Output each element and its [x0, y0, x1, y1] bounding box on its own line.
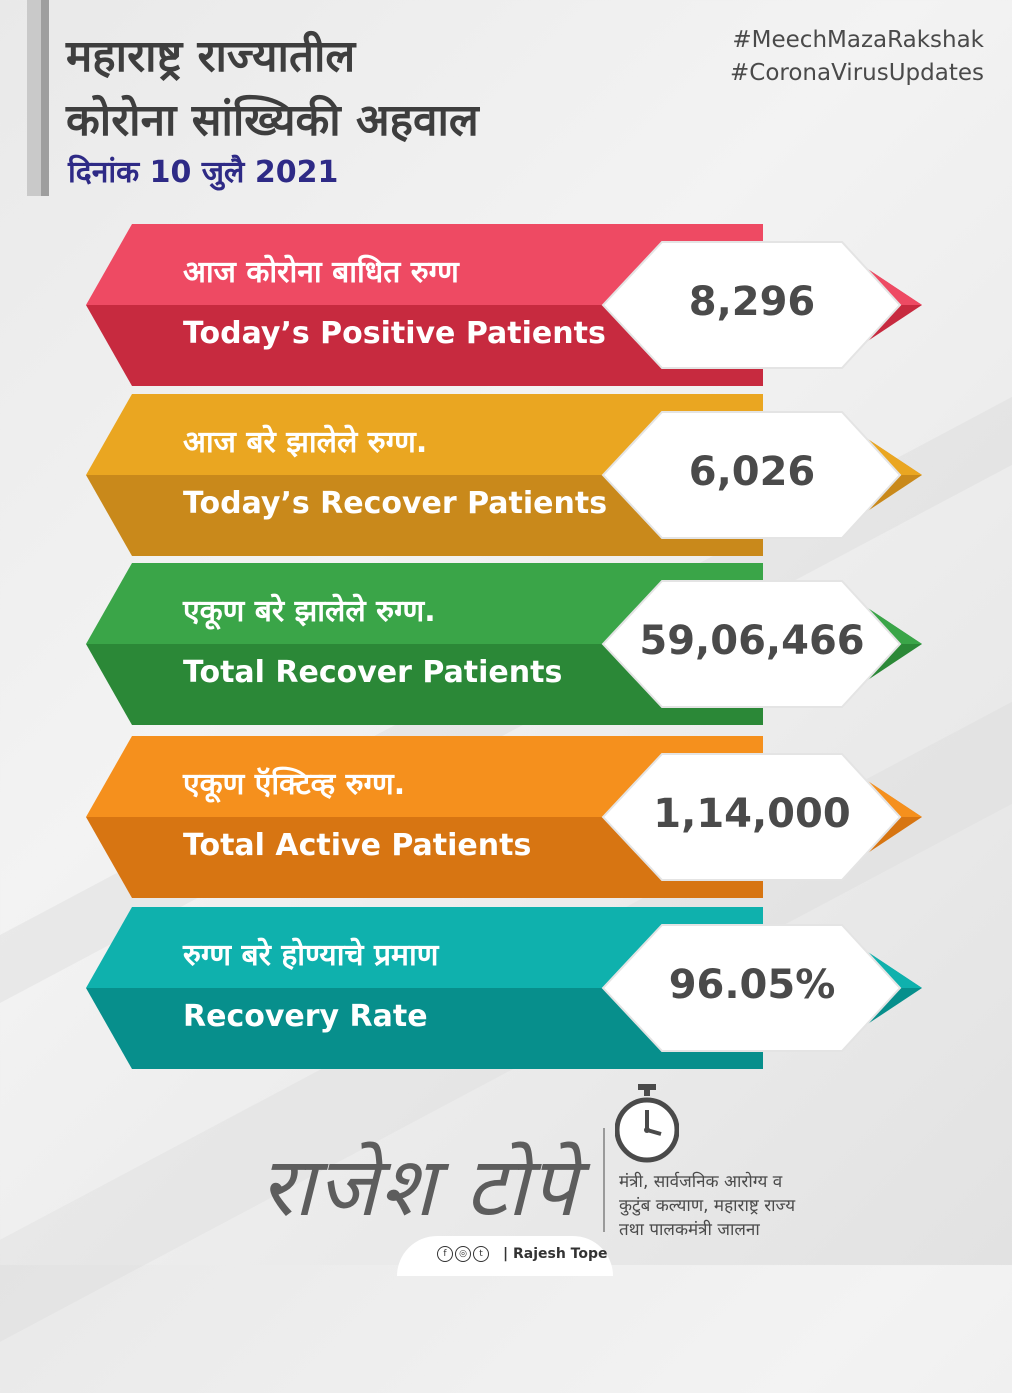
- title-accent-bar: [27, 0, 41, 196]
- stat-value: 8,296: [688, 279, 816, 325]
- stat-card: एकूण बरे झालेले रुग्ण. Total Recover Pati…: [86, 563, 922, 725]
- card-background: [86, 224, 922, 386]
- signature-logo: राजेश टोपे: [260, 1140, 579, 1235]
- stat-label-marathi: एकूण ऍक्टिव्ह रुग्ण.: [183, 767, 406, 802]
- role-line: मंत्री, सार्वजनिक आरोग्य व: [619, 1172, 783, 1192]
- social-handle: | Rajesh Tope: [503, 1246, 608, 1262]
- stat-label-marathi: रुग्ण बरे होण्याचे प्रमाण: [183, 938, 439, 973]
- clock-icon: [615, 1084, 679, 1163]
- stat-label-marathi: आज कोरोना बाधित रुग्ण: [183, 255, 459, 290]
- stat-value: 6,026: [688, 449, 816, 495]
- stat-label-english: Today’s Positive Patients: [183, 316, 606, 351]
- card-background: [86, 563, 922, 725]
- stat-value: 1,14,000: [653, 791, 851, 837]
- card-background: [86, 394, 922, 556]
- hashtags: #MeechMazaRakshak #CoronaVirusUpdates: [730, 24, 984, 90]
- stat-label-english: Today’s Recover Patients: [183, 486, 608, 521]
- stat-label-marathi: एकूण बरे झालेले रुग्ण.: [183, 594, 436, 629]
- stat-card: रुग्ण बरे होण्याचे प्रमाण Recovery Rate 96…: [86, 907, 922, 1069]
- stat-value: 96.05%: [668, 962, 836, 1008]
- page-title-line2: कोरोना सांख्यिकी अहवाल: [66, 95, 479, 146]
- stat-label-english: Total Active Patients: [183, 828, 532, 863]
- facebook-icon[interactable]: f: [437, 1246, 453, 1262]
- instagram-icon[interactable]: ◎: [455, 1246, 471, 1262]
- footer-divider: [603, 1128, 605, 1232]
- twitter-icon[interactable]: t: [473, 1246, 489, 1262]
- title-accent-bar: [41, 0, 49, 196]
- card-background: [86, 907, 922, 1069]
- card-background: [86, 736, 922, 898]
- social-icons: f ◎ t: [437, 1246, 491, 1262]
- hashtag: #CoronaVirusUpdates: [729, 60, 984, 86]
- stat-card: आज बरे झालेले रुग्ण. Today’s Recover Pati…: [86, 394, 922, 556]
- stat-card: आज कोरोना बाधित रुग्ण Today’s Positive Pa…: [86, 224, 922, 386]
- stat-label-marathi: आज बरे झालेले रुग्ण.: [183, 425, 428, 460]
- report-date: दिनांक 10 जुलै 2021: [68, 155, 339, 190]
- page-title-line1: महाराष्ट्र राज्यातील: [66, 31, 356, 82]
- role-text: मंत्री, सार्वजनिक आरोग्य व कुटुंब कल्याण…: [619, 1170, 795, 1242]
- stat-label-english: Recovery Rate: [183, 999, 428, 1034]
- social-tab: f ◎ t | Rajesh Tope: [397, 1236, 613, 1276]
- stat-label-english: Total Recover Patients: [183, 655, 563, 690]
- hashtag: #MeechMazaRakshak: [732, 27, 984, 53]
- role-line: कुटुंब कल्याण, महाराष्ट्र राज्य: [619, 1196, 796, 1216]
- stat-card: एकूण ऍक्टिव्ह रुग्ण. Total Active Patient…: [86, 736, 922, 898]
- stat-value: 59,06,466: [639, 618, 865, 664]
- role-line: तथा पालकमंत्री जालना: [619, 1220, 760, 1240]
